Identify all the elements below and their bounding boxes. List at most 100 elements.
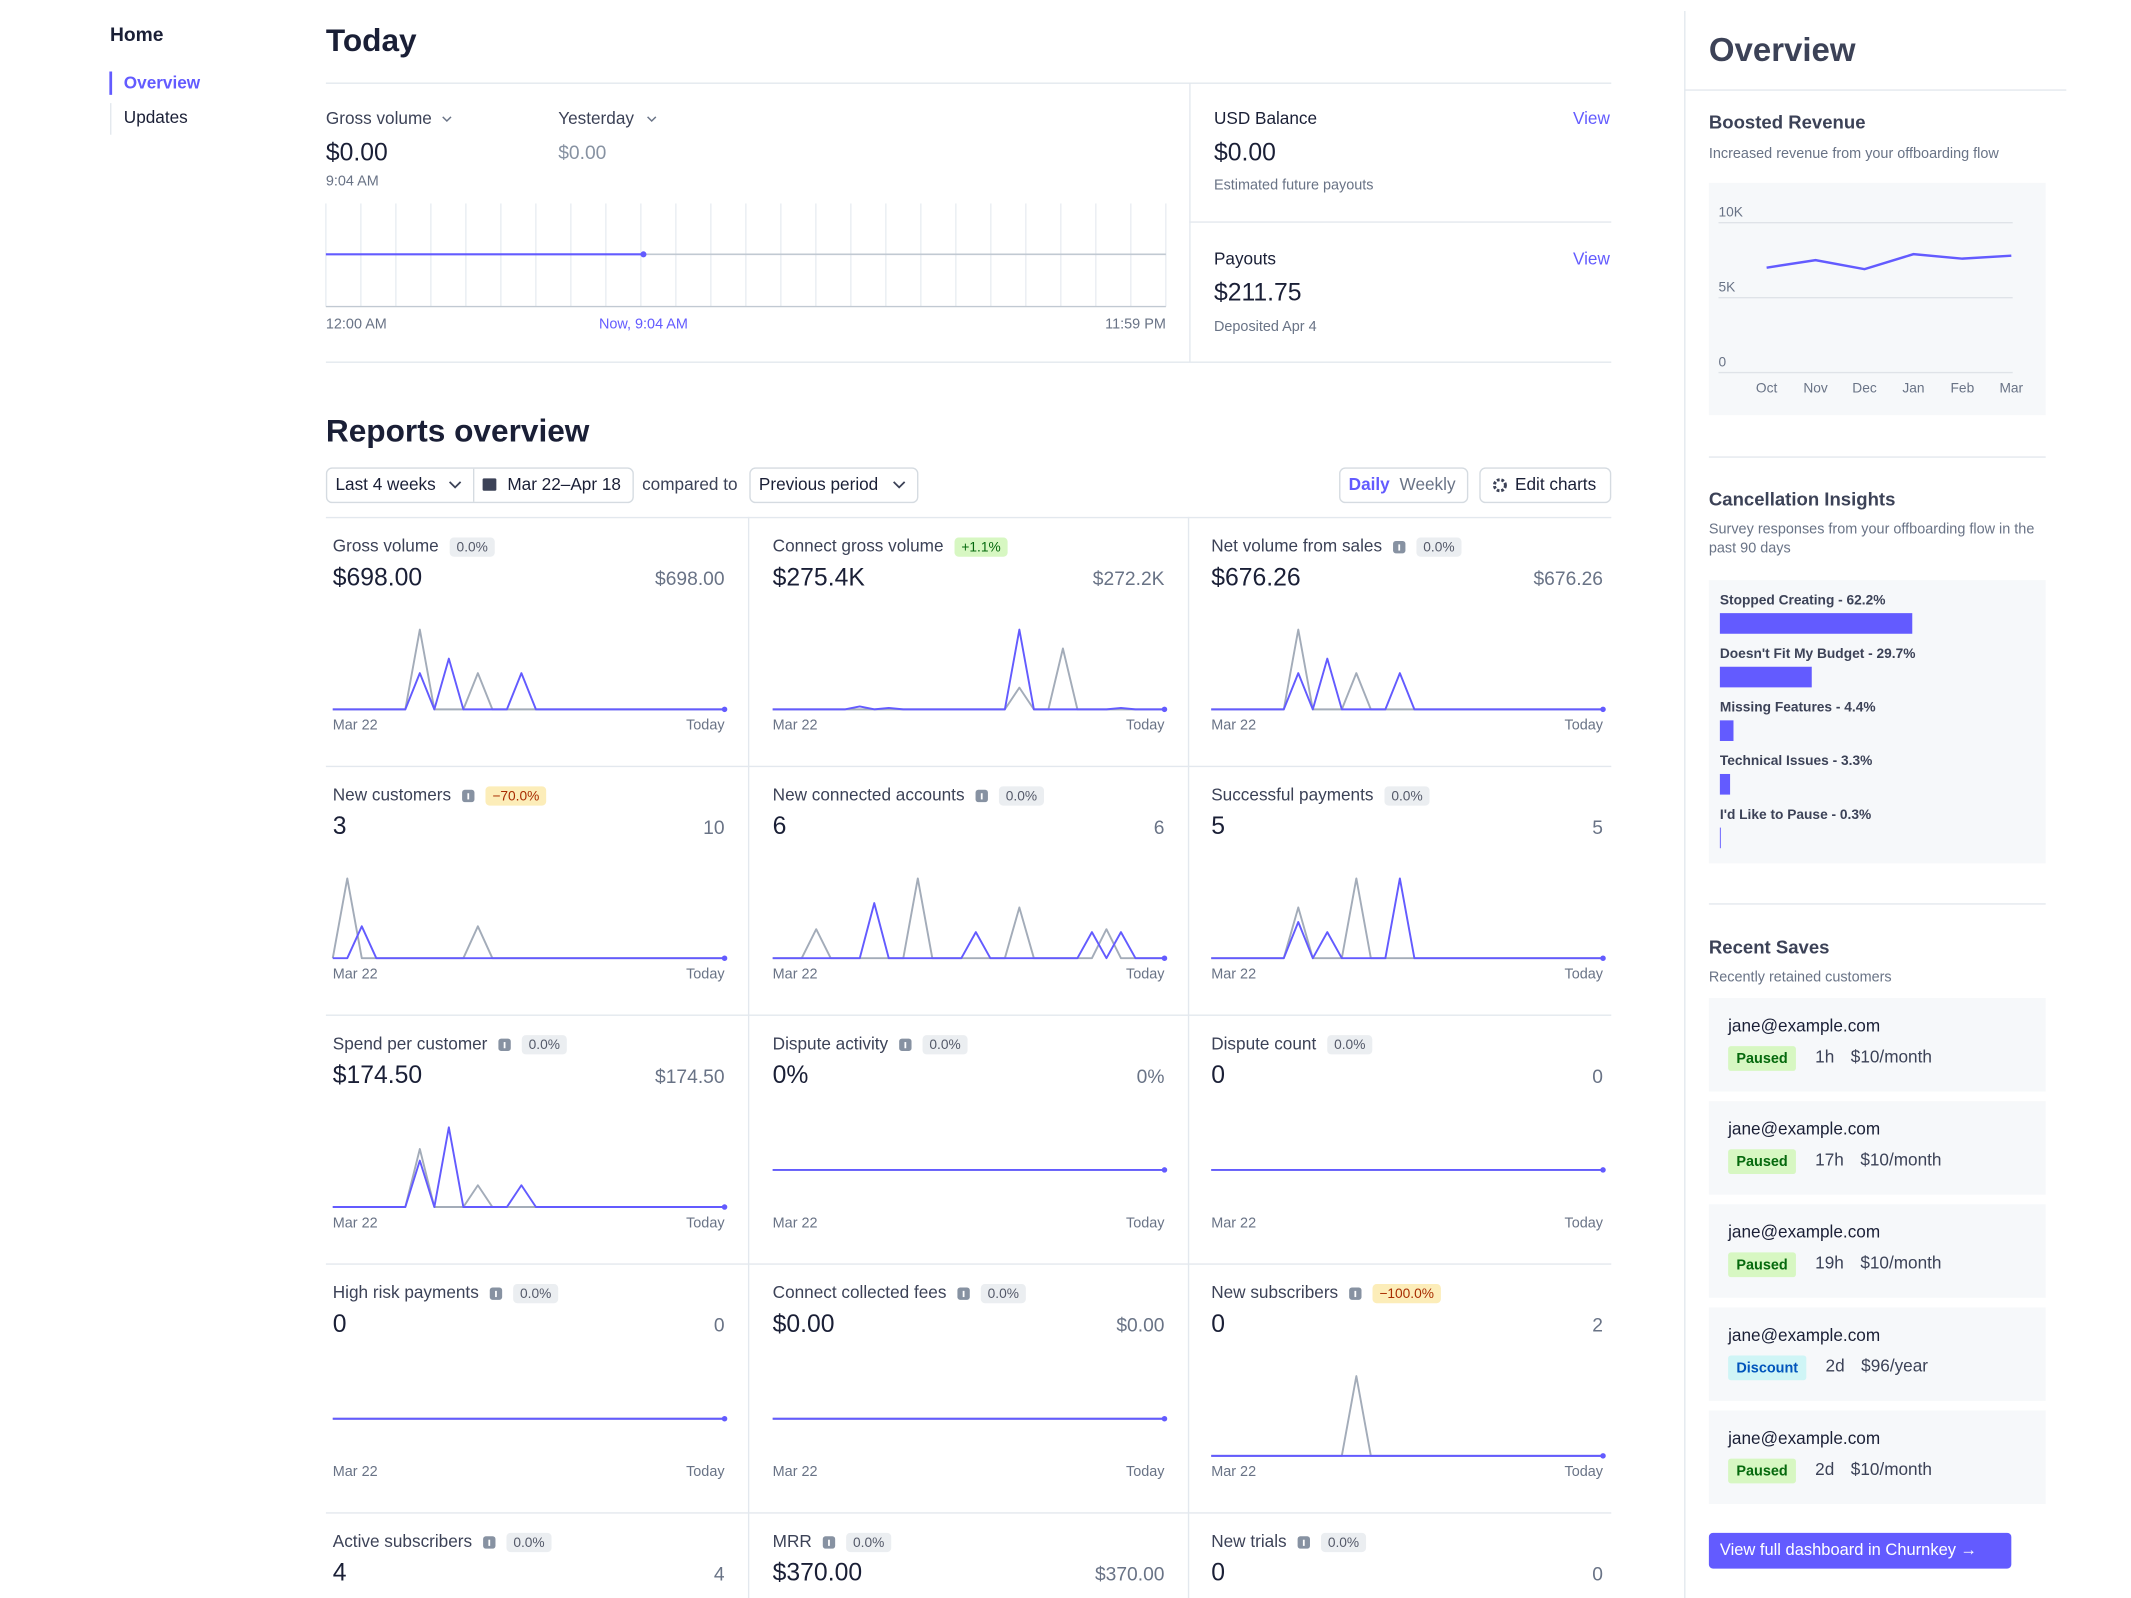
x-tick-label: Dec	[1852, 381, 1877, 396]
save-email: jane@example.com	[1727, 1428, 1880, 1448]
card-value: 0	[1211, 1311, 1225, 1338]
chart-panel	[1708, 182, 2046, 416]
x-tick-label: Nov	[1803, 381, 1828, 396]
metric-select[interactable]: Gross volume	[326, 108, 432, 128]
interval-toggle[interactable]	[1339, 467, 1469, 504]
change-badge	[1327, 1035, 1373, 1055]
card-value: $370.00	[773, 1560, 862, 1587]
card-previous: 0	[714, 1316, 725, 1337]
current-line	[772, 902, 1165, 960]
card-previous: $174.50	[655, 1067, 725, 1088]
y-tick-label: 10K	[1719, 205, 1743, 220]
axis-label: Mar 22	[333, 967, 378, 983]
report-card[interactable]: New trials 0.0% 0 0	[1211, 1531, 1603, 1587]
current-line	[332, 1126, 725, 1208]
card-label: High risk payments	[333, 1282, 479, 1302]
save-age: 19h	[1815, 1253, 1844, 1273]
edit-button[interactable]	[1479, 467, 1612, 504]
compare-label: compared to	[642, 474, 737, 494]
change-badge-label: 0.0%	[1423, 539, 1454, 554]
period-control[interactable]	[749, 467, 919, 504]
view-link[interactable]: View	[1573, 108, 1611, 128]
payouts-value: $211.75	[1214, 280, 1302, 307]
axis-label: Today	[686, 1215, 725, 1231]
axis-label: Today	[1565, 1464, 1604, 1480]
card-previous: 6	[1154, 818, 1165, 839]
axis-label: Today	[1126, 1464, 1165, 1480]
report-card[interactable]: Spend per customer 0.0% $174.50 $174.50 Mar …	[333, 1033, 728, 1231]
axis-label: Today	[686, 1464, 725, 1480]
chevron	[442, 116, 452, 123]
change-badge-label: 0.0%	[529, 1037, 560, 1052]
card-title: Boosted Revenue	[1709, 112, 1866, 133]
change-badge-label: 0.0%	[520, 1286, 551, 1301]
reason-label: Stopped Creating - 62.2%	[1720, 592, 1886, 607]
edit-label[interactable]: Edit charts	[1515, 474, 1596, 494]
change-badge-label: 0.0%	[513, 1535, 544, 1550]
period-select[interactable]: Previous period	[759, 474, 878, 494]
card-value: 6	[773, 813, 787, 840]
metric-time: 9:04 AM	[326, 173, 379, 189]
view-link[interactable]: View	[1573, 248, 1611, 268]
report-card[interactable]: MRR 0.0% $370.00 $370.00	[773, 1531, 1165, 1587]
card-subtitle-box: Survey responses from your offboarding f…	[1709, 521, 2034, 557]
axis-label: Today	[1565, 967, 1604, 983]
compare-select[interactable]: Yesterday	[558, 108, 634, 128]
change-badge-label: 0.0%	[1006, 788, 1037, 803]
interval-option[interactable]: Daily	[1349, 474, 1390, 494]
report-card[interactable]: New subscribers −100.0% 0 2 Mar 22 Today	[1211, 1282, 1606, 1480]
cta-label[interactable]: View full dashboard in Churnkey →	[1720, 1541, 1977, 1559]
report-card[interactable]: Successful payments 0.0% 5 5 Mar 22 Today	[1211, 785, 1606, 983]
change-badge-label: 0.0%	[1334, 1037, 1365, 1052]
report-card[interactable]: New customers −70.0% 3 10 Mar 22 Today	[331, 785, 728, 983]
card-previous: $698.00	[655, 569, 725, 590]
nav-item[interactable]: Updates	[124, 107, 188, 127]
axis-label: Mar 22	[333, 1464, 378, 1480]
report-card[interactable]: New connected accounts 0.0% 6 6 Mar 22 Today	[772, 785, 1168, 983]
calendar-icon	[482, 478, 497, 491]
report-card[interactable]: High risk payments 0.0% 0 0 Mar 22 Today	[333, 1282, 728, 1480]
report-card[interactable]: Active subscribers 0.0% 4 4	[333, 1531, 725, 1587]
date-range[interactable]: Mar 22–Apr 18	[507, 474, 621, 494]
panel-title: Overview	[1709, 31, 1856, 68]
save-age: 2d	[1815, 1459, 1834, 1479]
range-control[interactable]	[325, 467, 634, 504]
end-dot	[721, 1204, 728, 1210]
chevron	[448, 481, 462, 489]
axis-label: Mar 22	[1211, 1464, 1256, 1480]
change-badge	[922, 1035, 968, 1055]
report-card[interactable]: Dispute count 0.0% 0 0 Mar 22 Today	[1211, 1033, 1606, 1231]
card-label: New connected accounts	[773, 785, 965, 805]
cta-button[interactable]	[1708, 1532, 2012, 1569]
save-card	[1708, 1101, 2046, 1195]
range-select[interactable]: Last 4 weeks	[336, 474, 436, 494]
change-badge-label: +1.1%	[961, 539, 1000, 554]
interval-option[interactable]: Weekly	[1400, 474, 1456, 494]
report-card[interactable]: Net volume from sales 0.0% $676.26 $676.26 M…	[1211, 536, 1606, 734]
y-tick-label: 0	[1719, 355, 1727, 370]
card-previous: $0.00	[1116, 1316, 1164, 1337]
card-label: Spend per customer	[333, 1033, 488, 1053]
report-card[interactable]: Connect collected fees 0.0% $0.00 $0.00 Mar …	[772, 1282, 1168, 1480]
change-badge	[846, 1532, 892, 1553]
current-line	[332, 657, 725, 711]
card-value: $174.50	[333, 1062, 422, 1089]
revenue-chart: 0 5K 10K Oct Nov Dec Jan Feb Mar	[1718, 205, 2024, 396]
card-previous: 0%	[1137, 1067, 1165, 1088]
axis-label: 12:00 AM	[326, 316, 387, 332]
report-card[interactable]: Dispute activity 0.0% 0% 0% Mar 22 Today	[772, 1033, 1168, 1231]
payouts-label: Payouts	[1214, 248, 1276, 268]
section-title: Today	[326, 22, 417, 58]
chevron	[893, 481, 906, 489]
card-value: 5	[1211, 813, 1225, 840]
card-title: Recent Saves	[1709, 936, 1830, 957]
report-card[interactable]: Gross volume 0.0% $698.00 $698.00 Mar 22 Toda…	[333, 536, 728, 734]
status-badge	[1728, 1149, 1796, 1175]
save-age: 2d	[1826, 1356, 1845, 1376]
card-value: $698.00	[333, 564, 422, 591]
nav-item[interactable]: Overview	[124, 72, 201, 92]
save-email: jane@example.com	[1727, 1325, 1880, 1345]
change-badge	[954, 537, 1008, 557]
save-price: $96/year	[1861, 1356, 1928, 1376]
report-card[interactable]: Connect gross volume +1.1% $275.4K $272.2K M…	[772, 536, 1168, 734]
